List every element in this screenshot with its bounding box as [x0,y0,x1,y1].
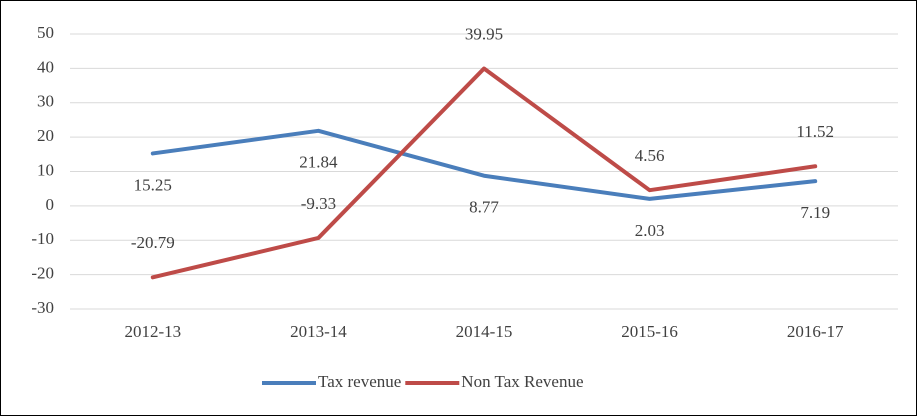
y-tick-label: 0 [46,195,55,214]
data-label: 11.52 [796,122,834,141]
y-tick-label: 30 [37,92,54,111]
data-label: -9.33 [301,194,336,213]
data-label: 21.84 [299,153,338,172]
y-tick-label: -30 [31,298,54,317]
y-tick-label: 50 [37,23,54,42]
series-line [150,128,818,201]
legend-label: Tax revenue [318,372,401,391]
data-label: 8.77 [469,198,499,217]
x-tick-label: 2013-14 [290,322,347,341]
data-label: 15.25 [134,175,172,194]
data-label: 39.95 [465,24,503,43]
series-line [150,66,818,280]
x-tick-label: 2014-15 [456,322,513,341]
x-tick-label: 2012-13 [124,322,181,341]
y-tick-label: -20 [31,264,54,283]
data-label: 7.19 [800,203,830,222]
y-tick-label: 40 [37,57,54,76]
y-tick-label: 20 [37,126,54,145]
data-label: 4.56 [635,146,665,165]
data-label: -20.79 [131,233,175,252]
y-tick-label: -10 [31,229,54,248]
legend-label: Non Tax Revenue [461,372,583,391]
data-label: 2.03 [635,221,665,240]
x-tick-label: 2016-17 [787,322,844,341]
x-tick-label: 2015-16 [621,322,678,341]
y-tick-label: 10 [37,160,54,179]
